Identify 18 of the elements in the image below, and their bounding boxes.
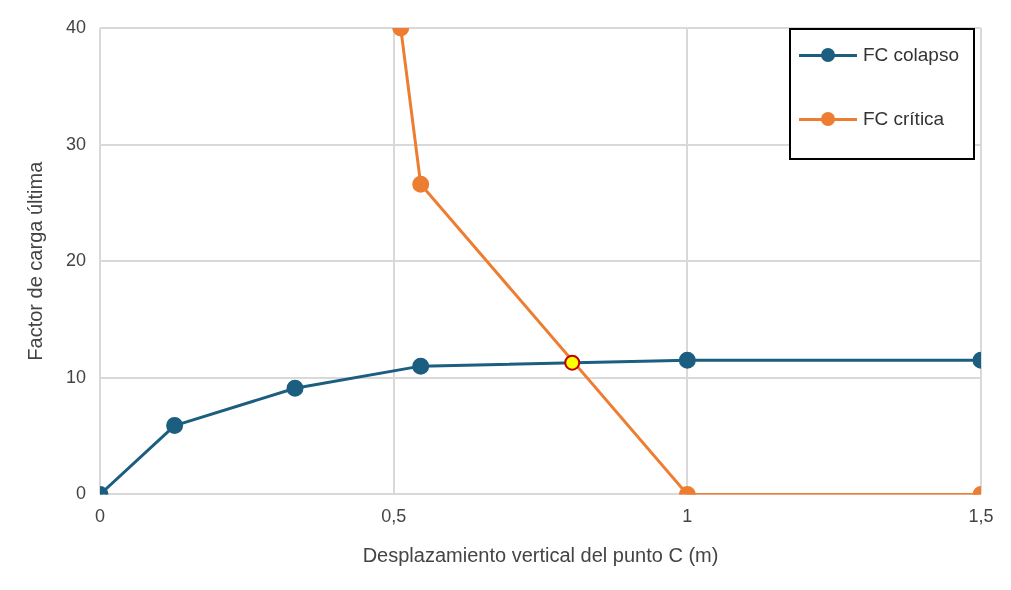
point (412, 357, 430, 375)
x-axis-title: Desplazamiento vertical del punto C (m) (362, 543, 719, 566)
point (678, 351, 696, 369)
y-tick-label: 20 (65, 250, 87, 271)
y-axis-title: Factor de carga última (23, 160, 46, 361)
x-tick-label: 1 (682, 506, 693, 527)
point (166, 417, 184, 435)
x-tick-label: 0 (95, 506, 106, 527)
y-tick-label: 0 (76, 483, 87, 504)
y-tick-label: 10 (65, 366, 87, 387)
legend-label: FC colapso (862, 44, 959, 66)
x-tick-label: 1,5 (968, 506, 994, 527)
legend-label: FC crítica (862, 108, 945, 130)
y-tick-label: 30 (65, 133, 87, 154)
point (564, 354, 581, 371)
point (286, 379, 304, 397)
y-tick-label: 40 (65, 16, 87, 37)
x-tick-label: 0,5 (381, 506, 407, 527)
